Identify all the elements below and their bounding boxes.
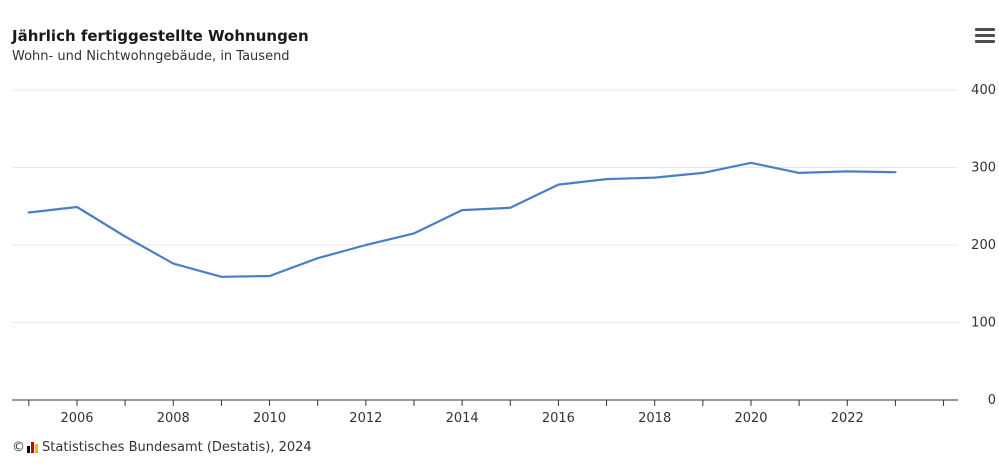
series-line-0 xyxy=(27,161,897,278)
data-point-2010 xyxy=(267,273,273,279)
data-point-2008 xyxy=(170,261,176,267)
x-tick-label-2018: 2018 xyxy=(638,411,671,426)
source-text[interactable]: Statistisches Bundesamt (Destatis), 2024 xyxy=(42,440,312,455)
copyright-symbol: © xyxy=(12,440,25,455)
data-point-2006 xyxy=(74,204,80,210)
data-point-2019 xyxy=(700,170,706,176)
data-point-2013 xyxy=(411,230,417,236)
y-tick-label-0: 0 xyxy=(988,393,996,408)
chart-title: Jährlich fertiggestellte Wohnungen xyxy=(12,27,309,45)
data-point-2014 xyxy=(459,207,465,213)
data-point-2021 xyxy=(796,170,802,176)
x-tick-label-2006: 2006 xyxy=(60,411,93,426)
hamburger-menu-icon[interactable] xyxy=(975,28,995,46)
data-point-2011 xyxy=(315,255,321,261)
chart-subtitle: Wohn- und Nichtwohngebäude, in Tausend xyxy=(12,49,290,64)
x-tick-label-2008: 2008 xyxy=(157,411,190,426)
x-tick-label-2022: 2022 xyxy=(831,411,864,426)
y-tick-label-200: 200 xyxy=(971,238,996,253)
x-tick-label-2010: 2010 xyxy=(253,411,286,426)
data-point-2018 xyxy=(652,175,658,181)
x-tick-label-2020: 2020 xyxy=(734,411,767,426)
data-point-2009 xyxy=(218,274,224,280)
data-point-2022 xyxy=(844,168,850,174)
x-tick-label-2012: 2012 xyxy=(349,411,382,426)
data-point-2012 xyxy=(363,242,369,248)
x-tick-label-2016: 2016 xyxy=(542,411,575,426)
destatis-logo-icon xyxy=(27,442,38,453)
data-point-2016 xyxy=(555,182,561,188)
source-footer: © Statistisches Bundesamt (Destatis), 20… xyxy=(12,440,312,455)
y-tick-label-400: 400 xyxy=(971,83,996,98)
y-tick-label-100: 100 xyxy=(971,316,996,331)
data-point-2005 xyxy=(26,209,32,215)
data-point-2015 xyxy=(507,205,513,211)
data-point-2007 xyxy=(122,233,128,239)
data-point-2023 xyxy=(892,169,898,175)
data-point-2020 xyxy=(748,160,754,166)
x-tick-label-2014: 2014 xyxy=(446,411,479,426)
y-tick-label-300: 300 xyxy=(971,161,996,176)
data-point-2017 xyxy=(604,176,610,182)
